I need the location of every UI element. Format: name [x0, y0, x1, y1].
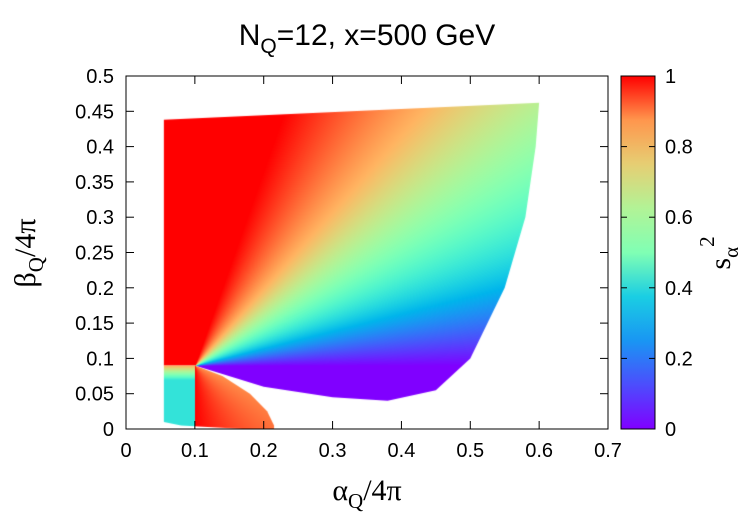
y-tick-label: 0.2 [86, 278, 114, 300]
y-tick-label: 0.1 [86, 348, 114, 370]
heatmap-frame [126, 76, 608, 429]
plot-area [125, 75, 609, 430]
colorbar-gradient [620, 75, 656, 430]
x-tick-label: 0.6 [525, 440, 553, 462]
xlabel-subscript: Q [348, 489, 363, 513]
y-tick-label: 0.25 [75, 243, 114, 265]
x-axis: 0 0.1 0.2 0.3 0.4 0.5 0.6 0.7 [120, 76, 622, 462]
cb-tick-label: 0.8 [665, 137, 693, 159]
y-tick-label: 0.3 [86, 207, 114, 229]
heatmap-canvas [126, 76, 608, 429]
cblabel-subscript: α [719, 247, 743, 258]
y-tick-label: 0.35 [75, 172, 114, 194]
ylabel-symbol: β [9, 272, 42, 287]
x-tick-label: 0.3 [319, 440, 347, 462]
y-tick-label: 0.5 [86, 66, 114, 88]
cb-tick-label: 1 [665, 66, 676, 88]
title-base: N [239, 19, 261, 52]
x-tick-label: 0.5 [456, 440, 484, 462]
title-rest: =12, x=500 GeV [277, 19, 496, 52]
cblabel-base: s [704, 258, 737, 270]
xlabel-rest: /4π [363, 474, 401, 507]
x-tick-label: 0.1 [181, 440, 209, 462]
cb-tick-label: 0.2 [665, 348, 693, 370]
cb-tick-label: 0.4 [665, 278, 693, 300]
y-tick-label: 0.45 [75, 101, 114, 123]
colorbar-ticks: 0 0.2 0.4 0.6 0.8 1 [621, 66, 693, 441]
chart-title: NQ=12, x=500 GeV [239, 19, 496, 58]
x-tick-label: 0.4 [388, 440, 416, 462]
y-tick-label: 0.05 [75, 384, 114, 406]
cb-tick-label: 0.6 [665, 207, 693, 229]
cblabel-superscript: 2 [695, 236, 719, 247]
x-axis-label: αQ/4π [332, 474, 401, 513]
y-tick-label: 0.4 [86, 137, 114, 159]
x-tick-label: 0.2 [250, 440, 278, 462]
cb-tick-label: 0 [665, 419, 676, 441]
ylabel-subscript: Q [24, 257, 48, 272]
title-subscript: Q [260, 35, 276, 58]
y-axis-label: βQ/4π [9, 219, 48, 288]
y-tick-label: 0 [103, 419, 114, 441]
xlabel-symbol: α [332, 474, 348, 507]
ylabel-rest: /4π [9, 219, 42, 257]
colorbar-label: sα2 [695, 236, 743, 269]
colorbar: 0 0.2 0.4 0.6 0.8 1 sα2 [620, 66, 743, 441]
x-tick-label: 0.7 [594, 440, 622, 462]
y-tick-label: 0.15 [75, 313, 114, 335]
x-tick-label: 0 [120, 440, 131, 462]
y-axis: 0 0.05 0.1 0.15 0.2 0.25 0.3 0.35 0.4 0.45 0.5 [75, 66, 608, 441]
